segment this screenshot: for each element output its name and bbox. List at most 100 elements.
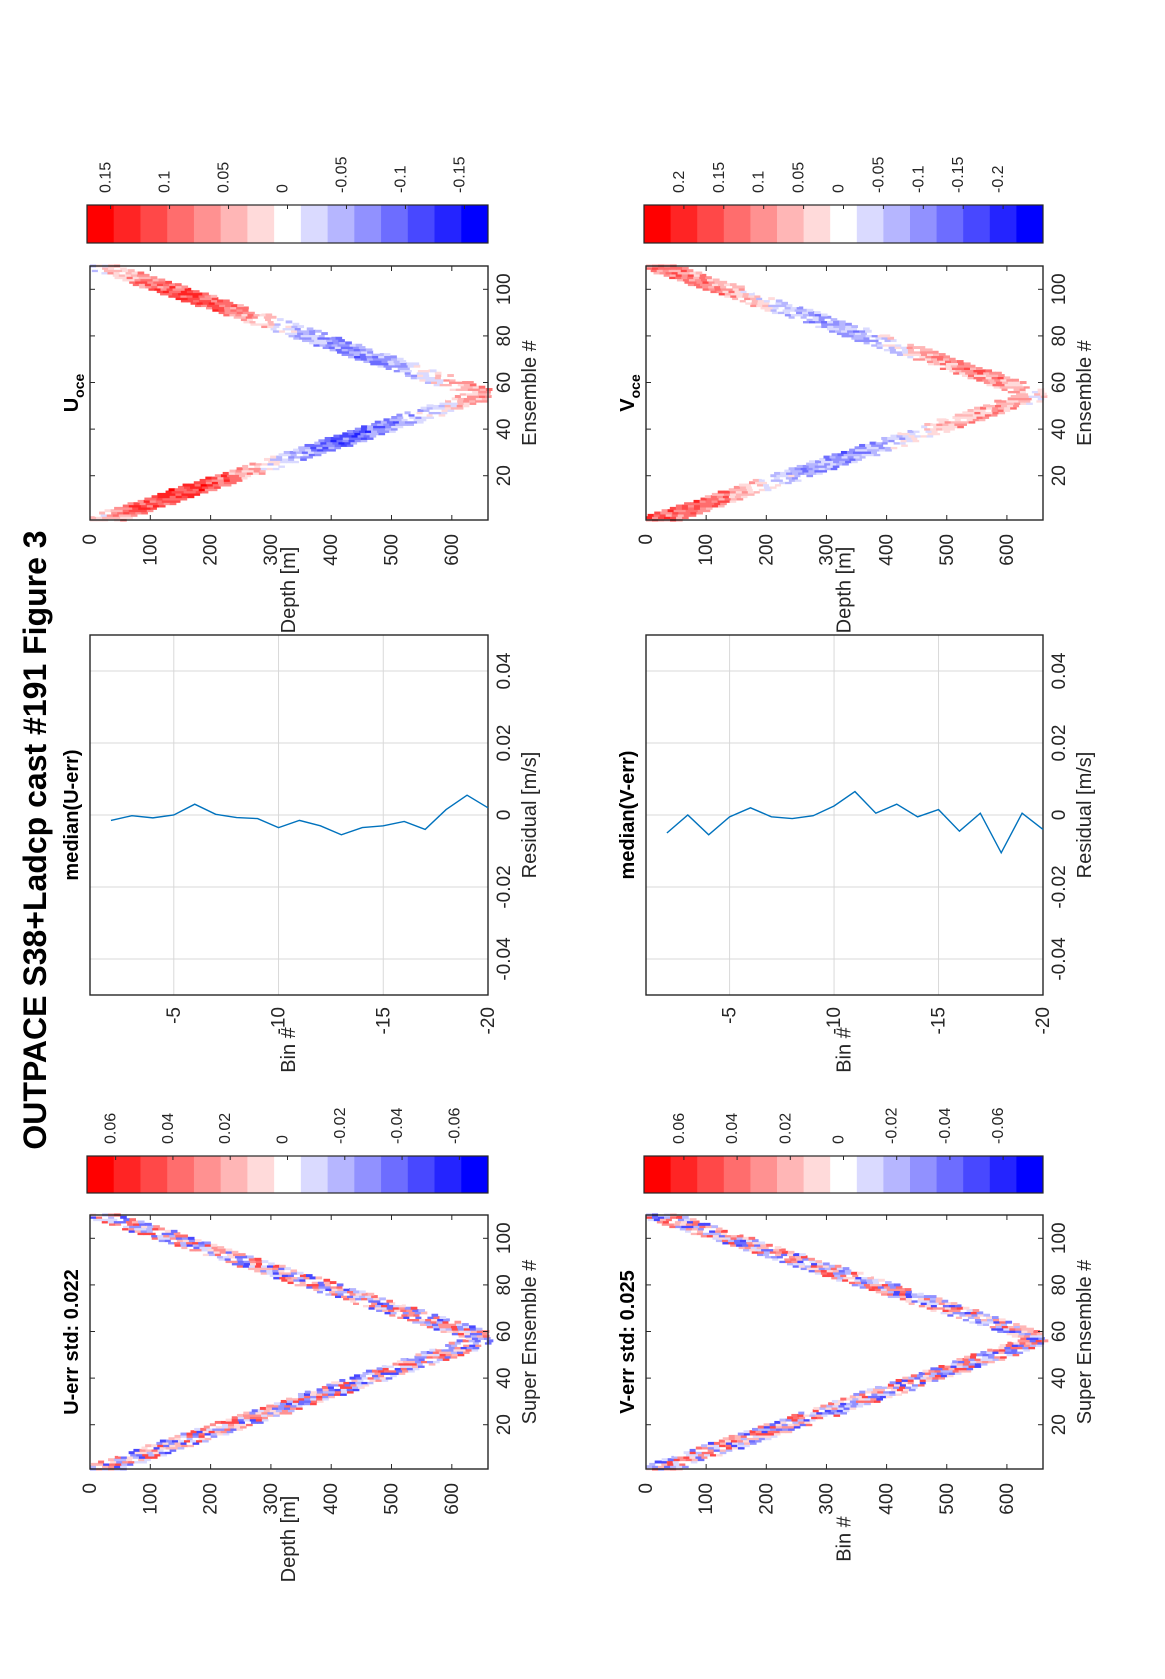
heatmap-cell <box>195 304 202 308</box>
heatmap-cell <box>135 1225 142 1229</box>
heatmap-cell <box>188 483 196 487</box>
heatmap-cell <box>894 346 902 350</box>
heatmap-cell <box>733 485 741 489</box>
heatmap-cell <box>730 1439 738 1443</box>
heatmap-cell <box>899 341 907 345</box>
heatmap-cell <box>206 1427 213 1431</box>
heatmap-cell <box>233 315 241 319</box>
heatmap-cell <box>853 1392 860 1396</box>
heatmap-cell <box>481 399 488 403</box>
heatmap-cell <box>693 506 701 510</box>
heatmap-cell <box>346 443 354 447</box>
heatmap-cell <box>729 283 737 287</box>
heatmap-cell <box>739 299 747 303</box>
heatmap-cell <box>782 1255 790 1259</box>
heatmap-cell <box>743 1444 750 1448</box>
heatmap-cell <box>305 1278 313 1282</box>
heatmap-cell <box>1011 385 1019 389</box>
heatmap-cell <box>237 1262 245 1266</box>
heatmap-cell <box>962 364 970 368</box>
x-axis-label: Ensemble # <box>519 339 541 445</box>
heatmap-cell <box>1031 1341 1039 1345</box>
heatmap-cell <box>275 1274 283 1278</box>
heatmap-cell <box>433 1327 441 1331</box>
heatmap-cell <box>114 516 121 520</box>
heatmap-cell <box>866 1278 873 1282</box>
heatmap-cell <box>417 369 425 373</box>
heatmap-cell <box>656 1220 664 1224</box>
heatmap-cell <box>874 1385 882 1389</box>
heatmap-cell <box>907 348 915 352</box>
heatmap-cell <box>884 446 892 450</box>
heatmap-cell <box>335 336 343 340</box>
heatmap-cell <box>392 1362 400 1366</box>
heatmap-cell <box>705 504 713 508</box>
heatmap-cell <box>242 1413 250 1417</box>
heatmap-cell <box>831 457 838 461</box>
heatmap-cell <box>901 343 908 347</box>
heatmap-cell <box>917 1295 925 1299</box>
heatmap-cell <box>310 1392 317 1396</box>
heatmap-cell <box>901 1381 909 1385</box>
heatmap-cell <box>174 1241 181 1245</box>
heatmap-cell <box>217 481 225 485</box>
heatmap-cell <box>329 336 337 340</box>
colorbar-swatch <box>670 1156 698 1193</box>
heatmap-cell <box>365 1302 372 1306</box>
heatmap-cell <box>390 357 398 361</box>
heatmap-cell <box>893 1290 901 1294</box>
heatmap-cell <box>128 1227 135 1231</box>
heatmap-cell <box>353 1374 361 1378</box>
heatmap-cell <box>242 1257 250 1261</box>
heatmap-cell <box>330 1283 338 1287</box>
heatmap-cell <box>323 448 330 452</box>
heatmap-cell <box>872 1388 880 1392</box>
heatmap-cell <box>106 513 114 517</box>
colorbar-tick-label: 0.15 <box>711 162 728 193</box>
heatmap-cell <box>312 1283 320 1287</box>
heatmap-cell <box>859 455 867 459</box>
heatmap-cell <box>134 504 142 508</box>
heatmap-cell <box>322 346 330 350</box>
heatmap-cell <box>970 1311 978 1315</box>
heatmap-cell <box>993 1320 1001 1324</box>
heatmap-cell <box>893 1283 901 1287</box>
heatmap-cell <box>788 1255 796 1259</box>
heatmap-cell <box>157 285 164 289</box>
heatmap-cell <box>859 1285 867 1289</box>
heatmap-cell <box>759 490 767 494</box>
colorbar-swatch <box>883 1156 911 1193</box>
heatmap-cell <box>154 287 162 291</box>
heatmap-cell <box>871 343 878 347</box>
heatmap-cell <box>423 409 431 412</box>
heatmap-cell <box>472 390 479 394</box>
heatmap-cell <box>444 1325 452 1329</box>
heatmap-cell <box>899 1385 906 1389</box>
heatmap-cell <box>347 348 355 352</box>
heatmap-cell <box>840 1274 847 1278</box>
heatmap-cell <box>272 329 280 333</box>
heatmap-cell <box>865 1392 872 1396</box>
figure-title: OUTPACE S38+Ladcp cast #191 Figure 3 <box>17 530 53 1149</box>
heatmap-cell <box>975 367 983 370</box>
heatmap-cell <box>244 474 252 478</box>
heatmap-cell <box>687 504 695 508</box>
heatmap-cell <box>875 1290 883 1294</box>
heatmap-cell <box>425 1323 433 1326</box>
heatmap-cell <box>242 308 250 312</box>
heatmap-cell <box>977 371 984 375</box>
heatmap-cell <box>1022 1346 1030 1350</box>
heatmap-cell <box>749 1248 756 1252</box>
heatmap-cell <box>983 381 991 384</box>
heatmap-cell <box>769 299 777 303</box>
heatmap-cell <box>738 1246 746 1250</box>
heatmap-cell <box>992 1358 1000 1361</box>
heatmap-cell <box>1000 1353 1008 1357</box>
heatmap-cell <box>111 1218 118 1222</box>
heatmap-cell <box>310 1397 317 1401</box>
heatmap-cell <box>466 395 474 398</box>
heatmap-cell <box>775 1423 783 1427</box>
heatmap-cell <box>273 325 280 329</box>
y-axis-label: Depth [m] <box>834 547 856 634</box>
heatmap-cell <box>646 266 653 270</box>
